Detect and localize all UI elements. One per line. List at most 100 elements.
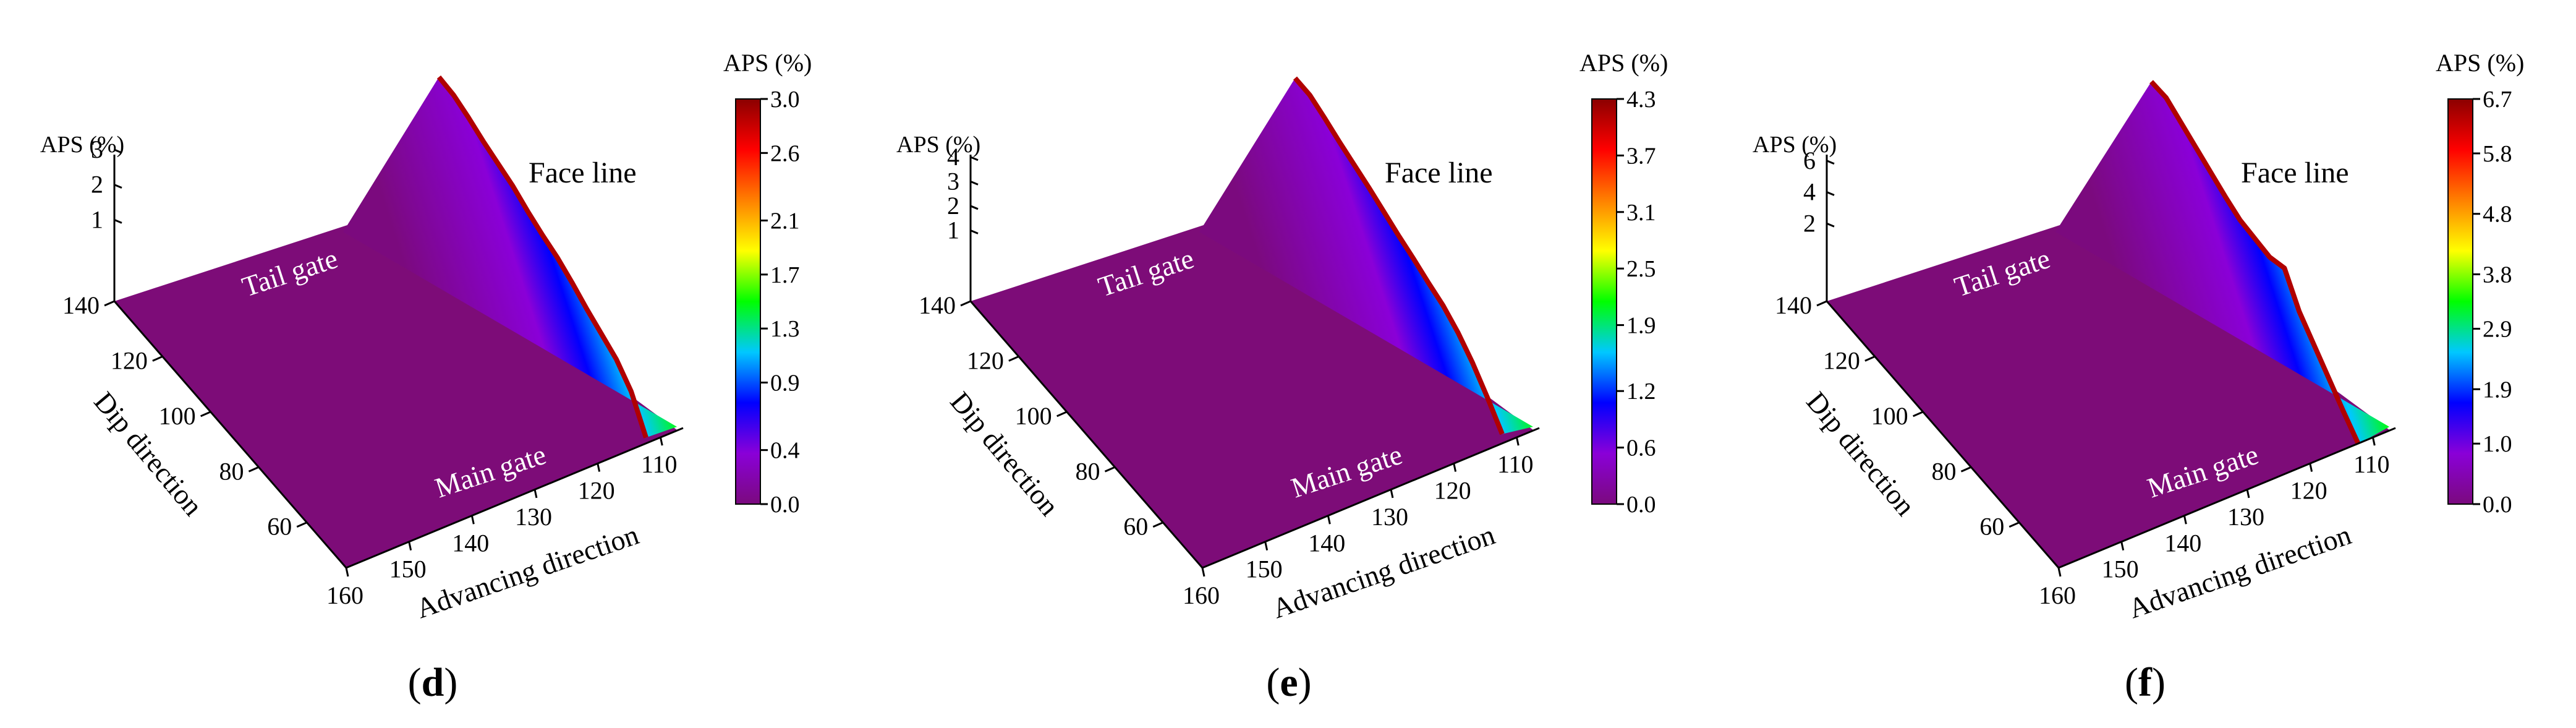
advancing-axis-title: Advancing direction — [2125, 519, 2355, 625]
colorbar-tick-label: 0.6 — [1626, 435, 1656, 461]
dip-tick-label: 100 — [1015, 402, 1052, 430]
colorbar-tick-label: 6.7 — [2483, 87, 2512, 113]
z-tick — [1826, 160, 1835, 165]
z-tick — [1826, 191, 1835, 196]
dip-tick — [296, 521, 307, 528]
colorbar-tick-label: 1.0 — [2483, 431, 2512, 457]
advancing-tick-label: 140 — [452, 529, 489, 557]
dip-tick — [1152, 521, 1163, 528]
advancing-tick — [408, 541, 412, 550]
surface-floor — [114, 213, 677, 568]
dip-axis-line — [969, 301, 1204, 568]
colorbar-title: APS (%) — [2436, 49, 2524, 77]
colorbar-tick-label: 3.0 — [770, 87, 800, 113]
z-tick — [970, 205, 979, 210]
z-tick — [970, 181, 979, 186]
dip-tick — [1864, 356, 1876, 362]
dip-tick-label: 80 — [1075, 457, 1100, 485]
advancing-tick — [1327, 515, 1331, 525]
colorbar-tick-label: 0.9 — [770, 370, 800, 396]
colorbar — [735, 98, 761, 505]
dip-tick — [1008, 356, 1019, 362]
z-tick-label: 3 — [91, 135, 103, 163]
advancing-tick-label: 110 — [2353, 450, 2390, 478]
panel-letter: e — [1280, 660, 1298, 705]
advancing-tick-label: 160 — [2039, 581, 2076, 609]
advancing-axis-title: Advancing direction — [1269, 519, 1499, 625]
advancing-tick-label: 150 — [1246, 555, 1283, 583]
colorbar-tick-label: 0.0 — [770, 492, 800, 518]
colorbar-tick-label: 3.8 — [2483, 262, 2512, 288]
dip-axis-line — [113, 301, 347, 568]
dip-tick — [960, 300, 971, 307]
z-tick-label: 6 — [1803, 147, 1816, 174]
face-line-label: Face line — [1385, 156, 1493, 189]
colorbar — [2447, 98, 2473, 505]
ridge-crest — [436, 75, 648, 439]
surface-floor — [971, 213, 1533, 568]
z-tick — [114, 148, 122, 154]
dip-tick-label: 120 — [1823, 346, 1860, 374]
colorbar-tick-label: 0.0 — [1626, 492, 1656, 518]
advancing-tick-label: 130 — [2227, 503, 2264, 531]
advancing-tick — [1515, 436, 1520, 446]
advancing-tick — [1453, 463, 1457, 472]
advancing-tick — [1264, 541, 1269, 550]
advancing-tick — [1201, 567, 1205, 577]
colorbar-tick-label: 1.9 — [1626, 313, 1656, 339]
z-axis-title: APS (%) — [1753, 132, 1837, 158]
z-tick-label: 1 — [947, 216, 959, 244]
ridge-crest — [1293, 76, 1505, 435]
dip-tick-label: 140 — [1775, 291, 1812, 319]
dip-tick-label: 120 — [111, 346, 148, 374]
colorbar-tick-label: 4.8 — [2483, 202, 2512, 228]
dip-axis-line — [1826, 301, 2060, 568]
dip-tick-label: 140 — [919, 291, 956, 319]
colorbar-title: APS (%) — [723, 49, 812, 77]
face-line-label: Face line — [529, 156, 637, 189]
panel-label: (d) — [408, 660, 458, 705]
advancing-tick-label: 130 — [1371, 503, 1408, 531]
z-tick — [970, 156, 979, 161]
colorbar-tick-label: 2.5 — [1626, 256, 1656, 282]
advancing-tick-label: 120 — [578, 477, 615, 505]
z-axis-title: APS (%) — [896, 132, 980, 158]
advancing-tick-label: 150 — [389, 555, 427, 583]
z-tick — [1826, 222, 1835, 228]
dip-tick — [104, 300, 115, 307]
advancing-tick-label: 130 — [515, 503, 552, 531]
surface-ridge — [1199, 78, 1533, 434]
advancing-tick — [2309, 463, 2313, 472]
advancing-tick — [2057, 567, 2062, 577]
advancing-tick — [2120, 541, 2125, 550]
surface-ridge — [343, 77, 677, 438]
dip-tick-label: 80 — [1931, 457, 1956, 485]
dip-tick — [200, 411, 211, 418]
ridge-crest — [2149, 80, 2361, 445]
colorbar-tick-label: 3.7 — [1626, 143, 1656, 169]
z-tick-label: 4 — [947, 143, 959, 171]
advancing-axis-line — [2058, 427, 2396, 569]
dip-tick-label: 80 — [219, 457, 244, 485]
z-tick-label: 2 — [947, 192, 959, 220]
dip-tick-label: 60 — [1979, 513, 2004, 541]
face-line-label: Face line — [2241, 156, 2349, 189]
dip-tick-label: 100 — [1871, 402, 1908, 430]
z-tick-label: 3 — [947, 167, 959, 195]
dip-tick-label: 60 — [267, 513, 292, 541]
colorbar-title: APS (%) — [1579, 49, 1668, 77]
dip-tick — [1913, 411, 1924, 418]
advancing-tick — [470, 515, 475, 525]
advancing-tick-label: 120 — [1434, 477, 1471, 505]
dip-tick — [248, 466, 260, 473]
panel-label: (e) — [1266, 660, 1311, 705]
panel-letter: f — [2138, 660, 2153, 705]
advancing-tick-label: 140 — [2164, 529, 2201, 557]
dip-tick — [1960, 466, 1972, 473]
advancing-tick-label: 110 — [1497, 450, 1534, 478]
z-axis-title: APS (%) — [40, 132, 124, 158]
advancing-tick-label: 150 — [2102, 555, 2139, 583]
z-tick-label: 2 — [91, 171, 103, 199]
z-tick-label: 2 — [1803, 209, 1816, 237]
